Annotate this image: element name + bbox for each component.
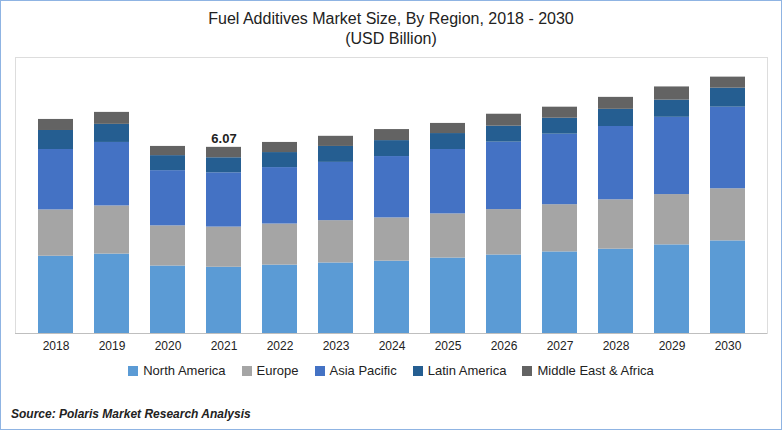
svg-text:2024: 2024: [379, 339, 406, 353]
svg-text:2020: 2020: [155, 339, 182, 353]
html-text:Europe: Europe: [256, 363, 299, 378]
svg-text:6.07: 6.07: [211, 131, 236, 146]
svg-text:2025: 2025: [435, 339, 462, 353]
html-text:Source: Polaris Market Researc: Source: Polaris Market Research Analysis: [11, 407, 251, 421]
html-text:Asia Pacific: Asia Pacific: [329, 363, 397, 378]
svg-text:2018: 2018: [43, 339, 70, 353]
svg-text:2027: 2027: [547, 339, 574, 353]
svg-text:2026: 2026: [491, 339, 518, 353]
svg-text:2023: 2023: [323, 339, 350, 353]
html-text:(USD Billion): (USD Billion): [345, 30, 437, 47]
html-text:Latin America: Latin America: [427, 363, 507, 378]
html-text:Fuel Additives Market Size, By: Fuel Additives Market Size, By Region, 2…: [208, 10, 574, 27]
svg-text:2029: 2029: [659, 339, 686, 353]
html-text:Middle East & Africa: Middle East & Africa: [537, 363, 654, 378]
svg-text:2019: 2019: [99, 339, 126, 353]
svg-text:2021: 2021: [211, 339, 238, 353]
svg-text:2022: 2022: [267, 339, 294, 353]
svg-text:2030: 2030: [715, 339, 742, 353]
svg-text:2028: 2028: [603, 339, 630, 353]
html-text:North America: North America: [143, 363, 226, 378]
